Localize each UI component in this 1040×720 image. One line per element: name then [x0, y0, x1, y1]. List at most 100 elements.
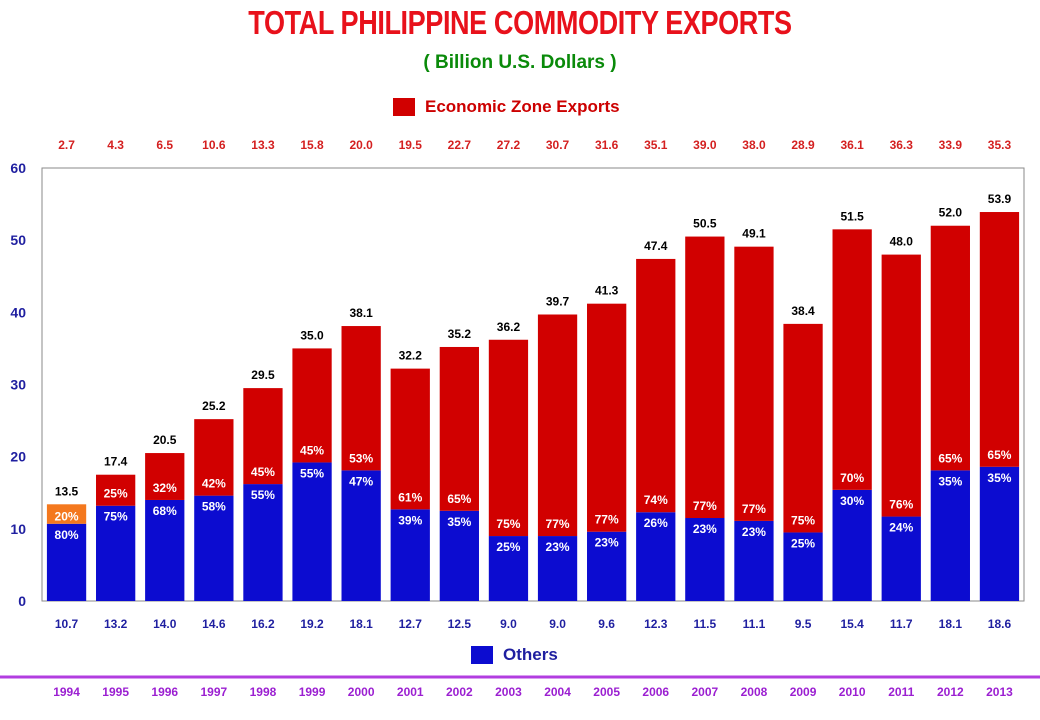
legend-label-others: Others — [503, 645, 558, 664]
bar-economic-zone — [930, 225, 970, 471]
ez-value-label: 39.0 — [693, 138, 717, 152]
others-value-label: 12.5 — [448, 617, 472, 631]
percent-label-economic-zone: 75% — [496, 517, 520, 531]
bar-economic-zone — [979, 212, 1020, 467]
ez-value-label: 6.5 — [156, 138, 173, 152]
percent-label-others: 30% — [840, 494, 864, 508]
total-label: 29.5 — [251, 368, 275, 382]
ez-value-label: 33.9 — [939, 138, 963, 152]
ez-value-label: 10.6 — [202, 138, 226, 152]
percent-label-others: 26% — [644, 516, 668, 530]
bar-economic-zone — [734, 246, 774, 521]
bar-economic-zone — [832, 229, 872, 490]
others-value-label: 14.0 — [153, 617, 177, 631]
x-tick-label: 2002 — [446, 685, 473, 699]
percent-label-economic-zone: 42% — [202, 477, 226, 491]
ez-value-label: 13.3 — [251, 138, 275, 152]
x-tick-label: 2001 — [397, 685, 424, 699]
chart-subtitle: ( Billion U.S. Dollars ) — [423, 52, 617, 73]
others-value-label: 9.6 — [598, 617, 615, 631]
percent-label-others: 23% — [595, 536, 619, 550]
x-tick-label: 1994 — [53, 685, 80, 699]
x-tick-label: 1998 — [250, 685, 277, 699]
plot-frame — [41, 167, 1025, 602]
ez-value-label: 28.9 — [791, 138, 815, 152]
ez-value-label: 20.0 — [349, 138, 373, 152]
others-value-label: 18.6 — [988, 617, 1012, 631]
chart-title: TOTAL PHILIPPINE COMMODITY EXPORTS — [248, 4, 792, 41]
bar-others — [685, 518, 725, 601]
others-value-label: 13.2 — [104, 617, 128, 631]
percent-label-economic-zone: 25% — [104, 487, 128, 501]
percent-label-economic-zone: 61% — [398, 490, 422, 504]
bar-others — [979, 466, 1020, 601]
x-tick-label: 2006 — [642, 685, 669, 699]
ez-value-label: 36.3 — [890, 138, 914, 152]
percent-label-others: 80% — [55, 528, 79, 542]
percent-label-economic-zone: 74% — [644, 493, 668, 507]
total-label: 17.4 — [104, 455, 128, 469]
bar-others — [96, 505, 136, 601]
percent-label-others: 25% — [496, 540, 520, 554]
others-value-label: 16.2 — [251, 617, 275, 631]
others-value-label: 12.3 — [644, 617, 668, 631]
bar-economic-zone — [292, 348, 332, 463]
percent-label-economic-zone: 76% — [889, 498, 913, 512]
x-tick-label: 2010 — [839, 685, 866, 699]
total-label: 48.0 — [890, 235, 914, 249]
percent-label-economic-zone: 77% — [693, 499, 717, 513]
percent-label-others: 24% — [889, 521, 913, 535]
x-tick-label: 2008 — [741, 685, 768, 699]
x-tick-label: 2005 — [593, 685, 620, 699]
total-label: 36.2 — [497, 320, 521, 334]
bar-economic-zone — [46, 504, 87, 524]
others-value-label: 18.1 — [349, 617, 373, 631]
bar-others — [734, 520, 774, 601]
y-tick-label: 40 — [10, 304, 26, 320]
percent-label-others: 47% — [349, 474, 373, 488]
x-tick-label: 1996 — [151, 685, 178, 699]
bar-others — [587, 531, 627, 601]
percent-label-economic-zone: 45% — [251, 465, 275, 479]
bar-economic-zone — [145, 453, 185, 500]
x-tick-label: 2012 — [937, 685, 964, 699]
total-label: 38.4 — [791, 304, 815, 318]
percent-label-others: 55% — [251, 488, 275, 502]
x-tick-label: 1995 — [102, 685, 129, 699]
total-label: 53.9 — [988, 192, 1012, 206]
bar-economic-zone — [636, 258, 676, 513]
bar-others — [832, 489, 872, 601]
percent-label-economic-zone: 77% — [742, 502, 766, 516]
bar-others — [537, 536, 578, 601]
y-tick-label: 0 — [18, 593, 26, 609]
bar-others — [783, 532, 823, 601]
bar-economic-zone — [439, 346, 479, 511]
total-label: 39.7 — [546, 294, 570, 308]
percent-label-economic-zone: 77% — [546, 517, 570, 531]
x-tick-label: 2004 — [544, 685, 571, 699]
others-value-label: 15.4 — [840, 617, 864, 631]
ez-value-label: 2.7 — [58, 138, 75, 152]
y-tick-label: 20 — [10, 449, 26, 465]
x-tick-label: 2000 — [348, 685, 375, 699]
bar-economic-zone — [488, 339, 529, 537]
bar-economic-zone — [685, 236, 725, 519]
percent-label-economic-zone: 32% — [153, 481, 177, 495]
bar-economic-zone — [881, 254, 921, 517]
percent-label-others: 35% — [987, 471, 1011, 485]
x-tick-label: 2011 — [888, 685, 914, 699]
y-tick-label: 30 — [10, 377, 26, 393]
ez-value-label: 36.1 — [840, 138, 864, 152]
bar-others — [636, 512, 676, 601]
total-label: 50.5 — [693, 217, 717, 231]
percent-label-others: 35% — [447, 515, 471, 529]
bar-economic-zone — [783, 323, 823, 533]
percent-label-others: 23% — [742, 525, 766, 539]
percent-label-economic-zone: 65% — [938, 451, 962, 465]
ez-value-label: 27.2 — [497, 138, 521, 152]
total-label: 35.2 — [448, 327, 472, 341]
others-value-label: 9.0 — [549, 617, 566, 631]
bar-economic-zone — [341, 326, 381, 471]
percent-label-others: 75% — [104, 510, 128, 524]
